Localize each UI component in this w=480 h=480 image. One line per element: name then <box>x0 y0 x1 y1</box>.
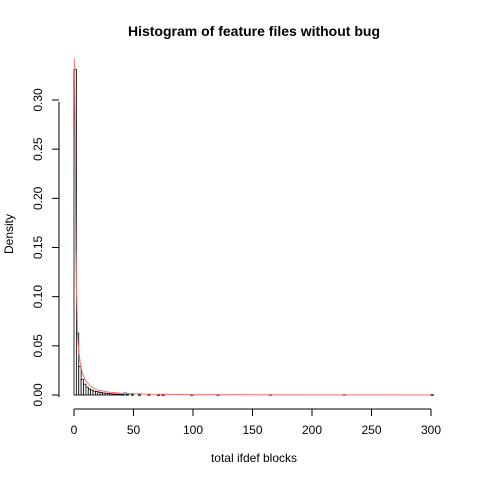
histogram-bar <box>137 394 142 396</box>
x-axis-label: total ifdef blocks <box>211 451 297 465</box>
histogram-bar <box>73 69 77 396</box>
y-tick-label: 0.00 <box>31 383 45 407</box>
chart-title: Histogram of feature files without bug <box>128 23 380 39</box>
density-curve <box>73 58 432 396</box>
y-tick-label: 0.25 <box>31 137 45 161</box>
histogram-bars <box>73 69 434 396</box>
x-tick-label: 300 <box>421 423 441 437</box>
y-tick-label: 0.20 <box>31 186 45 210</box>
y-axis-label: Density <box>2 214 16 254</box>
y-tick-label: 0.10 <box>31 285 45 309</box>
histogram-bar <box>430 394 434 396</box>
y-axis: 0.00 0.05 0.10 0.15 0.20 0.25 0.30 <box>31 88 60 407</box>
histogram-bar <box>147 394 151 396</box>
x-tick-label: 0 <box>71 423 78 437</box>
x-tick-label: 250 <box>361 423 381 437</box>
y-tick-label: 0.30 <box>31 88 45 112</box>
x-axis: 0 50 100 150 200 250 300 <box>71 408 441 437</box>
x-tick-label: 100 <box>183 423 203 437</box>
y-tick-label: 0.15 <box>31 235 45 259</box>
x-tick-label: 150 <box>242 423 262 437</box>
x-tick-label: 50 <box>127 423 141 437</box>
y-tick-label: 0.05 <box>31 334 45 358</box>
histogram-bar <box>130 394 134 396</box>
x-tick-label: 200 <box>302 423 322 437</box>
histogram-bar <box>156 394 161 396</box>
histogram-bar <box>125 394 130 396</box>
